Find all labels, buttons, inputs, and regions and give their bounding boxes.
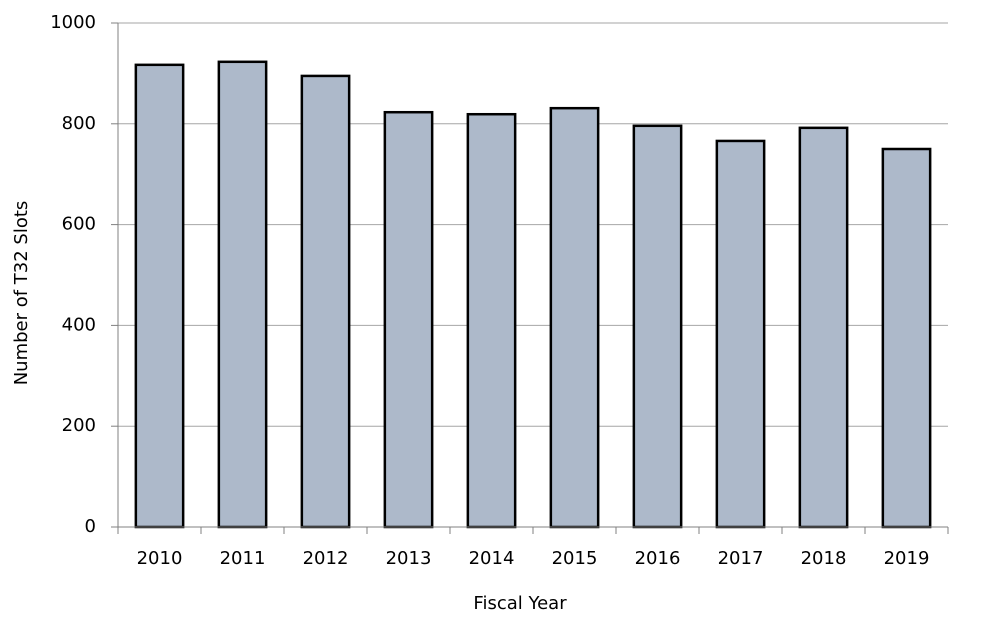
bar [881, 147, 932, 529]
y-tick-label: 200 [62, 415, 96, 436]
x-tick-label: 2019 [884, 548, 930, 569]
bar [217, 60, 268, 529]
bar [134, 63, 185, 529]
bar [632, 124, 683, 529]
y-axis-label: Number of T32 Slots [11, 201, 32, 386]
bar [798, 126, 849, 529]
x-tick-label: 2013 [386, 548, 432, 569]
x-axis-label: Fiscal Year [473, 593, 567, 614]
x-tick-label: 2010 [137, 548, 183, 569]
bar [549, 106, 600, 529]
y-tick-label: 400 [62, 314, 96, 335]
x-tick-label: 2018 [801, 548, 847, 569]
y-tick-label: 1000 [50, 12, 96, 33]
bar [383, 110, 434, 529]
x-tick-label: 2016 [635, 548, 681, 569]
x-tick-label: 2012 [303, 548, 349, 569]
y-tick-label: 0 [85, 516, 96, 537]
bar [715, 139, 766, 529]
bar [300, 74, 351, 529]
x-tick-label: 2017 [718, 548, 764, 569]
x-tick-label: 2014 [469, 548, 515, 569]
y-tick-label: 800 [62, 113, 96, 134]
x-tick-label: 2015 [552, 548, 598, 569]
y-tick-label: 600 [62, 214, 96, 235]
bar [466, 112, 517, 529]
x-tick-label: 2011 [220, 548, 266, 569]
